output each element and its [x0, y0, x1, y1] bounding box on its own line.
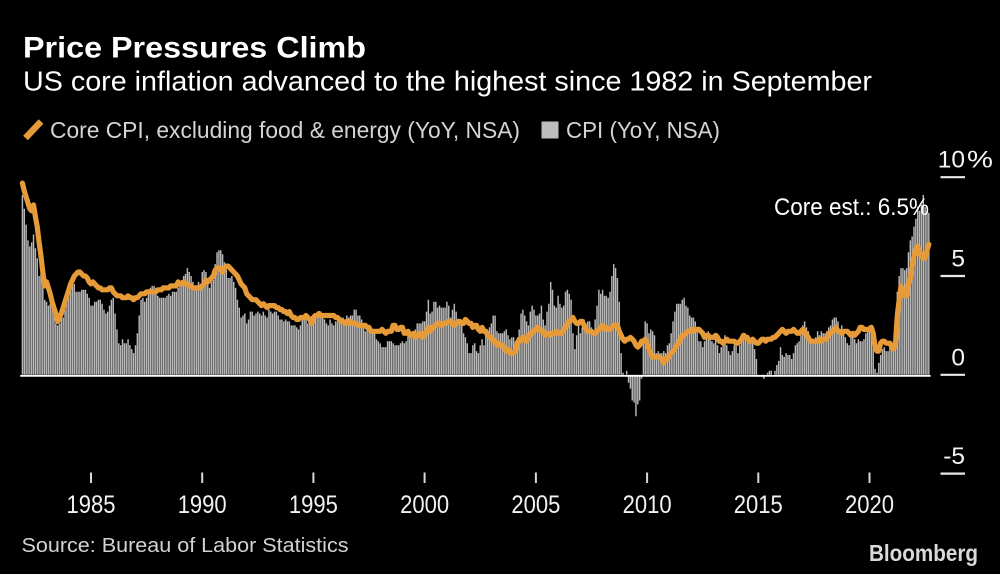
- svg-text:0: 0: [951, 344, 965, 371]
- svg-text:US core inflation advanced to: US core inflation advanced to the highes…: [23, 66, 872, 97]
- svg-text:CPI (YoY, NSA): CPI (YoY, NSA): [566, 117, 720, 143]
- svg-text:2015: 2015: [734, 491, 783, 519]
- svg-text:%: %: [967, 147, 993, 174]
- svg-text:1985: 1985: [67, 491, 116, 519]
- svg-text:1990: 1990: [178, 491, 227, 519]
- svg-text:Bloomberg: Bloomberg: [869, 540, 978, 566]
- svg-text:Core CPI, excluding food & ene: Core CPI, excluding food & energy (YoY, …: [50, 117, 520, 143]
- svg-text:2005: 2005: [511, 491, 560, 519]
- svg-text:Price Pressures Climb: Price Pressures Climb: [23, 32, 366, 65]
- svg-text:2020: 2020: [845, 491, 894, 519]
- svg-text:1995: 1995: [289, 491, 338, 519]
- svg-text:10: 10: [938, 147, 965, 174]
- svg-text:5: 5: [951, 246, 965, 273]
- svg-text:2010: 2010: [623, 491, 672, 519]
- svg-text:Source: Bureau of Labor Statis: Source: Bureau of Labor Statistics: [22, 534, 349, 557]
- svg-text:-5: -5: [943, 443, 965, 470]
- svg-text:2000: 2000: [400, 491, 449, 519]
- svg-text:Core est.: 6.5%: Core est.: 6.5%: [774, 194, 929, 221]
